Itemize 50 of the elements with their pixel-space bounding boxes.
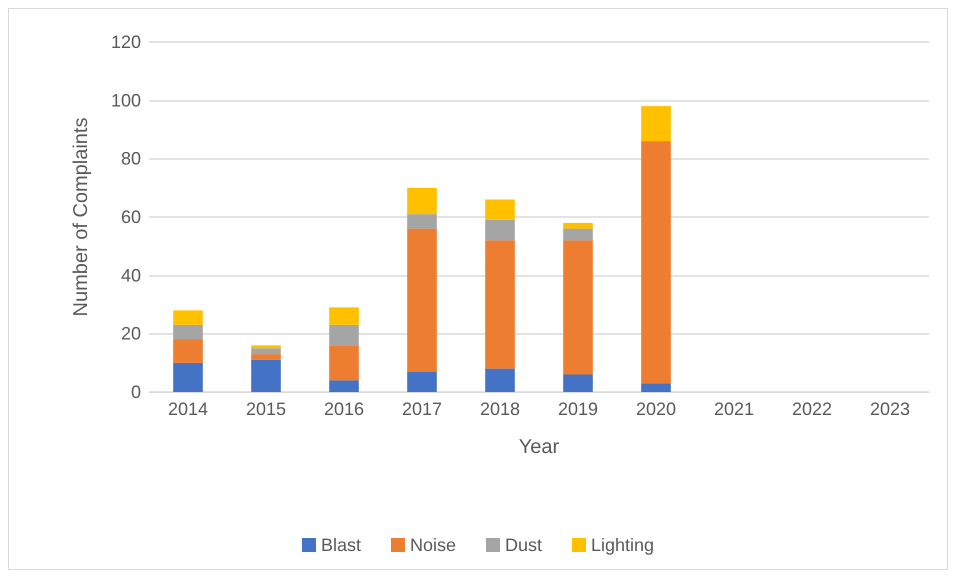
bar <box>173 340 203 363</box>
x-tick-label: 2020 <box>636 399 676 419</box>
y-axis-title: Number of Complaints <box>70 118 92 316</box>
x-tick-label: 2019 <box>558 399 598 419</box>
bar <box>641 383 671 392</box>
bar <box>173 310 203 325</box>
bar <box>563 222 593 229</box>
bar <box>251 354 281 360</box>
x-axis-title: Year <box>518 436 560 458</box>
bar <box>563 240 593 374</box>
bar <box>329 345 359 380</box>
bar <box>485 240 515 369</box>
y-tick-label: 0 <box>130 382 141 402</box>
bar <box>173 362 203 392</box>
bar <box>563 228 593 240</box>
bar <box>407 372 437 392</box>
bar <box>407 228 437 372</box>
bar <box>485 368 515 392</box>
bar <box>641 106 671 142</box>
x-tick-label: 2023 <box>870 399 910 419</box>
x-tick-label: 2022 <box>792 399 832 419</box>
bar <box>407 188 437 214</box>
bar <box>563 374 593 392</box>
y-tick-label: 20 <box>120 324 141 344</box>
x-tick-label: 2021 <box>714 399 754 419</box>
x-tick-label: 2016 <box>324 399 364 419</box>
bar <box>329 324 359 346</box>
x-tick-label: 2014 <box>168 399 208 419</box>
y-tick-label: 100 <box>110 90 141 110</box>
legend-label: Blast <box>320 535 361 555</box>
x-tick-label: 2018 <box>480 399 520 419</box>
bar <box>485 200 515 220</box>
bar <box>485 220 515 240</box>
y-tick-label: 120 <box>110 32 141 52</box>
x-tick-label: 2017 <box>402 399 442 419</box>
bar <box>641 141 671 384</box>
bar <box>251 345 281 348</box>
y-tick-label: 60 <box>120 207 141 227</box>
bar <box>329 307 359 325</box>
bar <box>173 324 203 340</box>
legend-label: Dust <box>504 535 542 555</box>
legend-label: Noise <box>410 535 456 555</box>
bar <box>407 214 437 229</box>
y-tick-label: 40 <box>120 265 141 286</box>
legend-label: Lighting <box>590 535 654 555</box>
x-tick-label: 2015 <box>246 399 286 419</box>
bar <box>251 360 281 392</box>
y-tick-label: 80 <box>120 148 141 169</box>
bar <box>329 380 359 392</box>
bar <box>251 348 281 354</box>
